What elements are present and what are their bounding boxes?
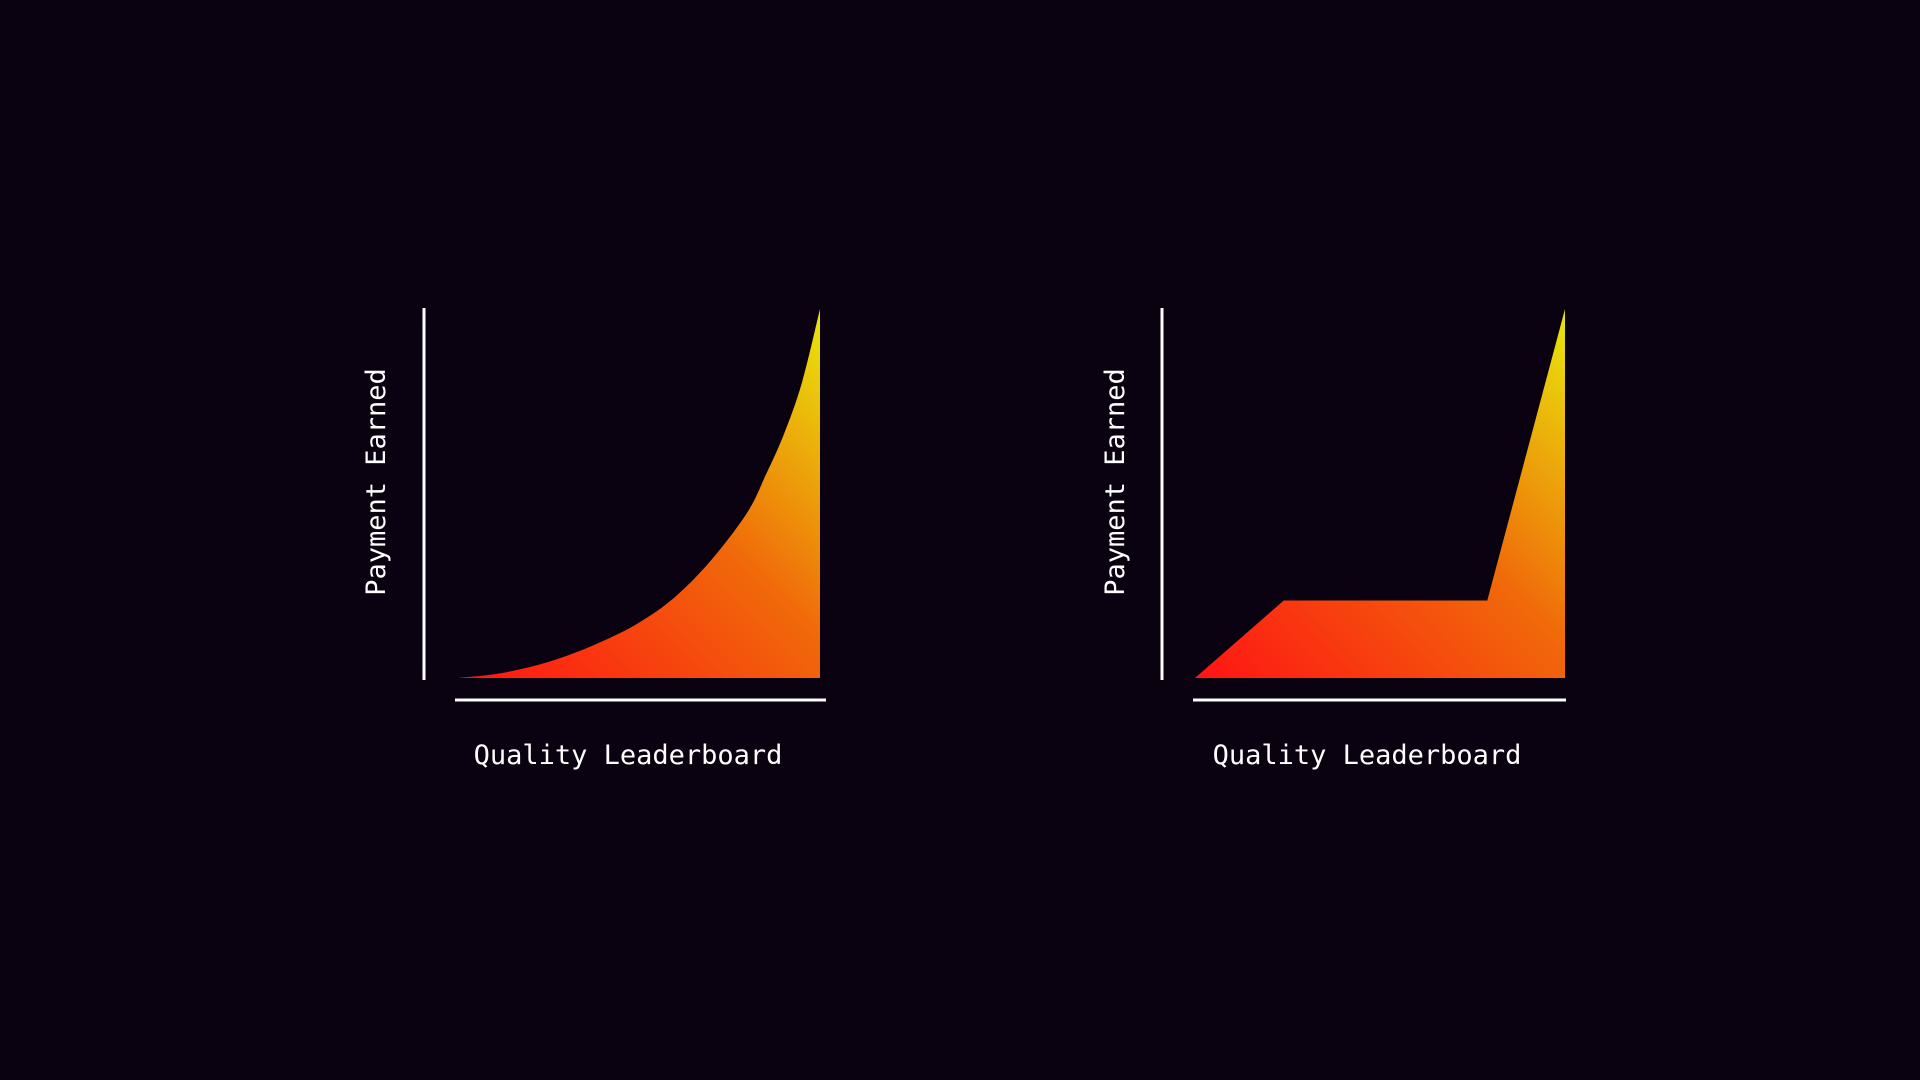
chart-step-payment: Quality Leaderboard Payment Earned <box>1100 308 1566 771</box>
y-axis-label: Payment Earned <box>1100 368 1131 596</box>
chart-exponential-payment: Quality Leaderboard Payment Earned <box>361 308 826 771</box>
y-axis-label: Payment Earned <box>361 368 392 596</box>
x-axis-label: Quality Leaderboard <box>474 740 783 771</box>
x-axis-label: Quality Leaderboard <box>1213 740 1522 771</box>
payment-area-step <box>1195 309 1565 678</box>
payment-area-exponential <box>458 309 820 678</box>
